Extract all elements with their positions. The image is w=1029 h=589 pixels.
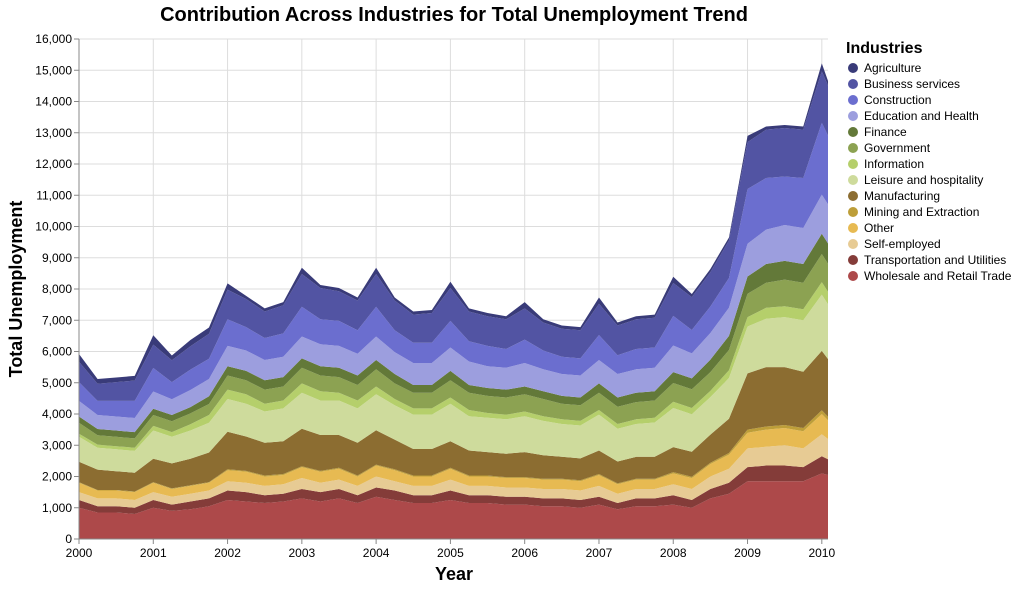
legend-swatch-transportation-and-utilities [848,255,858,265]
x-tick-label: 2005 [437,546,464,560]
y-tick-label: 12,000 [35,157,72,171]
y-tick-label: 1,000 [42,501,72,515]
y-tick-label: 3,000 [42,438,72,452]
chart-title: Contribution Across Industries for Total… [160,4,748,26]
y-tick-label: 13,000 [35,126,72,140]
legend-label-education-and-health: Education and Health [864,109,979,123]
area-construction [79,122,828,419]
legend-swatch-information [848,159,858,169]
y-tick-label: 7,000 [42,313,72,327]
legend-swatch-education-and-health [848,111,858,121]
legend-swatch-leisure-and-hospitality [848,175,858,185]
y-tick-label: 8,000 [42,282,72,296]
legend-label-wholesale-and-retail-trade: Wholesale and Retail Trade [864,269,1012,283]
area-government [79,254,828,448]
legend-swatch-manufacturing [848,191,858,201]
legend-label-agriculture: Agriculture [864,61,922,75]
y-tick-label: 15,000 [35,63,72,77]
x-tick-label: 2010 [808,546,835,560]
y-tick-label: 11,000 [36,188,72,202]
legend-swatch-government [848,143,858,153]
y-tick-label: 14,000 [35,95,72,109]
area-education-and-health [79,194,828,433]
legend-label-self-employed: Self-employed [864,237,941,251]
y-axis-title: Total Unemployment [6,201,26,378]
y-tick-label: 9,000 [42,251,72,265]
legend-label-finance: Finance [864,125,907,139]
y-tick-label: 4,000 [42,407,72,421]
axes: 0 1,000 2,000 3,000 4,000 5,000 6,000 7,000 8,00… [35,32,835,560]
area-wholesale-and-retail-trade [79,473,828,539]
legend-swatch-agriculture [848,63,858,73]
legend: Industries Agriculture Business services C… [846,40,1012,283]
legend-label-mining-and-extraction: Mining and Extraction [864,205,979,219]
legend-swatch-business-services [848,79,858,89]
x-tick-label: 2003 [288,546,315,560]
area-business-services [79,71,828,401]
x-tick-label: 2004 [363,546,390,560]
area-self-employed [79,434,828,508]
legend-label-construction: Construction [864,93,931,107]
x-axis-title: Year [435,564,473,584]
legend-label-government: Government [864,141,931,155]
y-tick-label: 0 [65,532,72,546]
legend-label-information: Information [864,157,924,171]
y-tick-label: 6,000 [42,345,72,359]
legend-label-business-services: Business services [864,77,960,91]
area-information [79,282,828,451]
legend-swatch-other [848,223,858,233]
y-tick-label: 5,000 [42,376,72,390]
x-tick-label: 2001 [140,546,167,560]
legend-swatch-finance [848,127,858,137]
legend-title: Industries [846,40,923,57]
y-tick-label: 16,000 [35,32,72,46]
stacked-areas [79,63,828,539]
y-tick-label: 10,000 [35,220,72,234]
legend-swatch-wholesale-and-retail-trade [848,271,858,281]
area-finance [79,233,828,439]
area-leisure-and-hospitality [79,294,828,473]
x-tick-label: 2002 [214,546,241,560]
legend-swatch-self-employed [848,239,858,249]
area-other [79,414,828,500]
y-tick-label: 2,000 [42,470,72,484]
x-tick-label: 2009 [734,546,761,560]
x-tick-label: 2000 [66,546,93,560]
area-transportation-and-utilities [79,456,828,514]
legend-swatch-construction [848,95,858,105]
x-tick-label: 2006 [511,546,538,560]
area-manufacturing [79,350,828,492]
legend-label-leisure-and-hospitality: Leisure and hospitality [864,173,983,187]
x-tick-label: 2008 [660,546,687,560]
legend-label-other: Other [864,221,894,235]
legend-label-manufacturing: Manufacturing [864,189,940,203]
legend-swatch-mining-and-extraction [848,207,858,217]
legend-label-transportation-and-utilities: Transportation and Utilities [864,253,1006,267]
x-tick-label: 2007 [586,546,613,560]
